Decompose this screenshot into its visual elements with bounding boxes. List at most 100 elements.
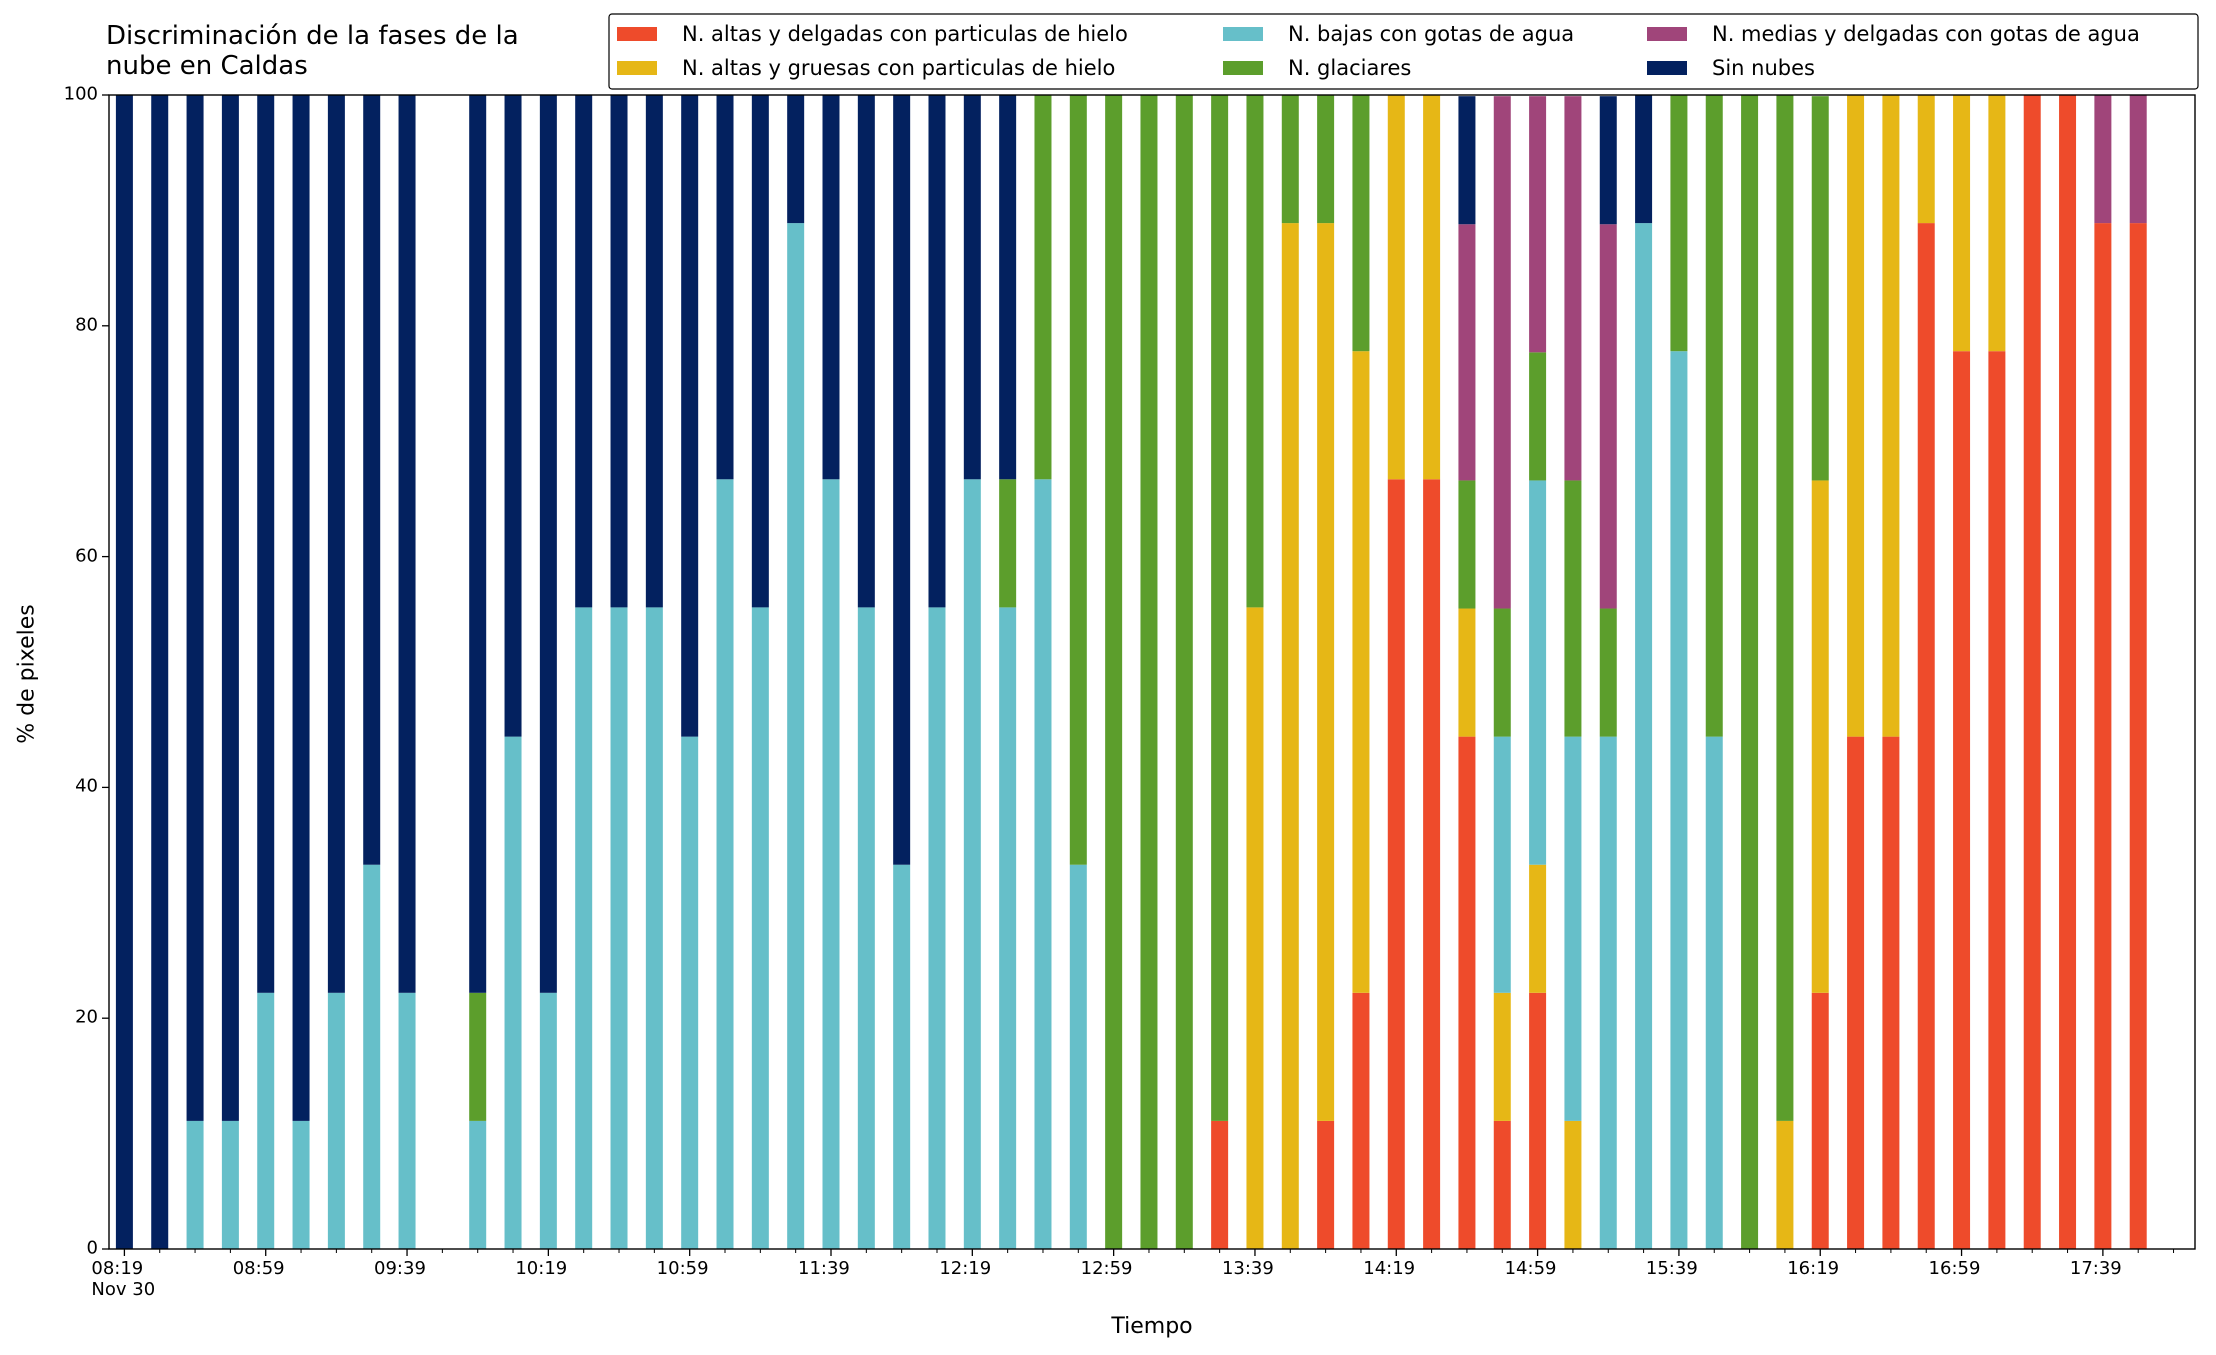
legend-label: N. altas y delgadas con particulas de hi… bbox=[682, 21, 1128, 46]
bar-segment bbox=[1705, 736, 1723, 1249]
bar-segment bbox=[1423, 479, 1441, 1250]
bar-segment bbox=[999, 95, 1017, 480]
x-tick-label: 10:19 bbox=[515, 1258, 568, 1279]
bar-segment bbox=[539, 95, 557, 993]
bar-segment bbox=[1847, 736, 1865, 1249]
legend-box bbox=[608, 13, 2199, 90]
bar-segment bbox=[787, 95, 805, 224]
bar-segment bbox=[115, 95, 133, 1249]
bar-segment bbox=[1564, 480, 1582, 737]
bar-segment bbox=[1882, 736, 1900, 1249]
bar-segment bbox=[1776, 95, 1794, 1121]
bar-segment bbox=[610, 607, 628, 1249]
bar-segment bbox=[398, 95, 416, 993]
bar-segment bbox=[1847, 95, 1865, 737]
bar-segment bbox=[257, 95, 275, 993]
bar-segment bbox=[1599, 96, 1617, 225]
bar-segment bbox=[575, 95, 593, 608]
bar-segment bbox=[1246, 607, 1264, 1249]
bar-segment bbox=[1599, 608, 1617, 737]
bar-segment bbox=[221, 95, 239, 1121]
bar-segment bbox=[1776, 1120, 1794, 1249]
bar-segment bbox=[1493, 96, 1511, 609]
bar-segment bbox=[1529, 352, 1547, 481]
plot-frame bbox=[108, 94, 2196, 1250]
x-tick-label: 14:59 bbox=[1504, 1258, 1557, 1279]
x-tick-label: 08:59 bbox=[232, 1258, 285, 1279]
x-tick-label: 11:39 bbox=[798, 1258, 850, 1279]
bar-segment bbox=[751, 95, 769, 608]
bar-segment bbox=[327, 95, 345, 993]
bar-segment bbox=[1458, 608, 1476, 737]
y-tick-label: 60 bbox=[75, 545, 98, 567]
bar-segment bbox=[257, 992, 275, 1249]
bar-segment bbox=[1140, 95, 1158, 1249]
bar-segment bbox=[2129, 95, 2147, 224]
bar-segment bbox=[1352, 351, 1370, 993]
bar-segment bbox=[716, 479, 734, 1250]
bar-segment bbox=[1811, 96, 1829, 481]
x-tick-label: 17:39 bbox=[2069, 1258, 2122, 1279]
bar-segment bbox=[787, 223, 805, 1249]
bar-segment bbox=[1953, 95, 1971, 352]
bar-segment bbox=[1529, 864, 1547, 993]
x-tick-label: 16:19 bbox=[1787, 1258, 1840, 1279]
bar-segment bbox=[1034, 479, 1052, 1250]
bar-segment bbox=[575, 607, 593, 1249]
bar-segment bbox=[999, 479, 1017, 608]
bar-segment bbox=[645, 95, 663, 608]
legend-swatch bbox=[1223, 27, 1263, 41]
bar-segment bbox=[1493, 992, 1511, 1121]
bar-segment bbox=[822, 479, 840, 1250]
bar-segment bbox=[857, 607, 875, 1249]
bar-segment bbox=[292, 1120, 310, 1249]
bar-segment bbox=[963, 95, 981, 480]
bar-segment bbox=[928, 95, 946, 608]
bar-segment bbox=[2059, 95, 2077, 1249]
bar-segment bbox=[893, 864, 911, 1249]
x-tick-label: 08:19 Nov 30 bbox=[91, 1258, 156, 1300]
bar-segment bbox=[1458, 224, 1476, 481]
bar-segment bbox=[2094, 223, 2112, 1249]
bar-segment bbox=[2023, 95, 2041, 1249]
bar-segment bbox=[504, 95, 522, 737]
bar-segment bbox=[716, 95, 734, 480]
bar-segment bbox=[398, 992, 416, 1249]
legend-swatch bbox=[1223, 61, 1263, 75]
x-tick-label: 09:39 bbox=[374, 1258, 426, 1279]
x-tick-label: 12:19 bbox=[939, 1258, 992, 1279]
bar-segment bbox=[857, 95, 875, 608]
bar-segment bbox=[1352, 95, 1370, 352]
bar-segment bbox=[963, 479, 981, 1250]
x-tick-label: 16:59 bbox=[1928, 1258, 1981, 1279]
bar-segment bbox=[1175, 95, 1193, 1249]
y-tick-label: 20 bbox=[75, 1006, 98, 1028]
bar-segment bbox=[1635, 95, 1653, 224]
bar-segment bbox=[1458, 480, 1476, 609]
bar-segment bbox=[1882, 95, 1900, 737]
bar-segment bbox=[1069, 95, 1087, 865]
bar-segment bbox=[1105, 95, 1123, 1249]
bar-segment bbox=[1670, 351, 1688, 1249]
bar-segment bbox=[1069, 864, 1087, 1249]
bar-segment bbox=[2094, 95, 2112, 224]
bar-segment bbox=[363, 864, 381, 1249]
bar-segment bbox=[469, 992, 487, 1121]
bar-segment bbox=[2129, 223, 2147, 1249]
bar-segment bbox=[1529, 96, 1547, 353]
bar-segment bbox=[1317, 223, 1335, 1121]
bar-segment bbox=[327, 992, 345, 1249]
y-tick-label: 40 bbox=[75, 776, 98, 798]
bar-segment bbox=[1458, 96, 1476, 225]
x-tick-label: 14:19 bbox=[1363, 1258, 1416, 1279]
bar-segment bbox=[645, 607, 663, 1249]
bar-segment bbox=[1493, 608, 1511, 737]
bar-segment bbox=[1953, 351, 1971, 1249]
legend-swatch bbox=[1647, 61, 1687, 75]
bar-segment bbox=[1529, 992, 1547, 1249]
bar-segment bbox=[610, 95, 628, 608]
x-tick-label: 12:59 bbox=[1080, 1258, 1133, 1279]
bar-segment bbox=[928, 607, 946, 1249]
bar-segment bbox=[1599, 736, 1617, 1249]
